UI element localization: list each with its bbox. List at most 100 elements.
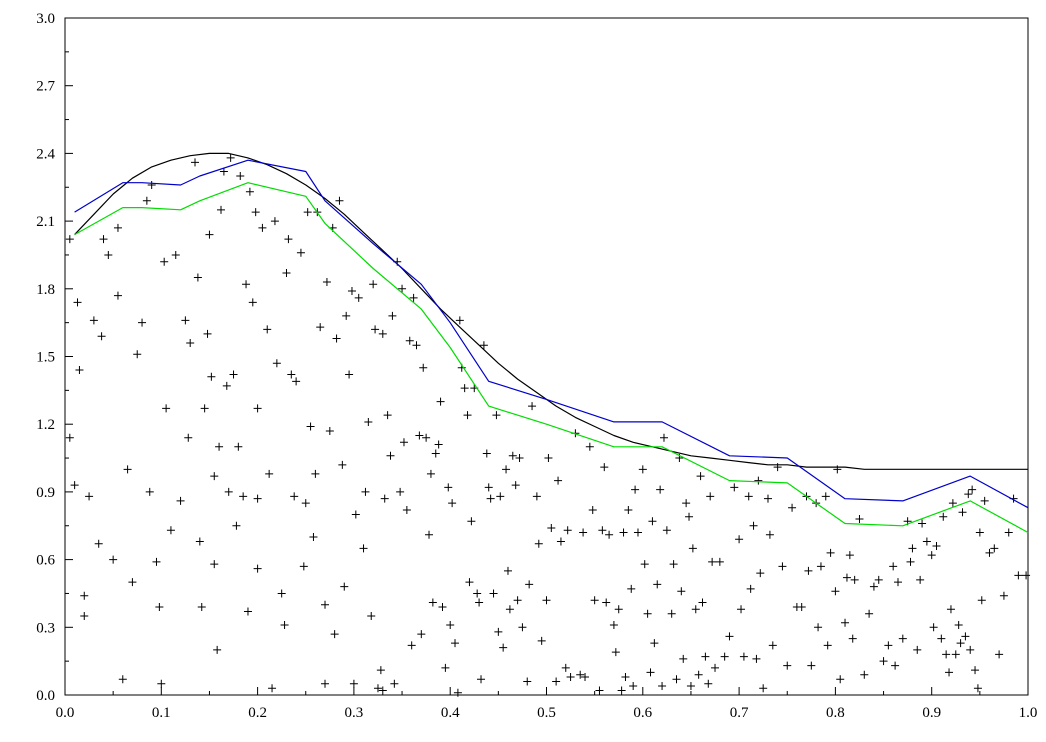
scatter-point bbox=[653, 580, 662, 589]
scatter-point bbox=[455, 316, 464, 325]
scatter-point bbox=[155, 602, 164, 611]
scatter-point bbox=[306, 422, 315, 431]
scatter-point bbox=[566, 672, 575, 681]
scatter-point bbox=[492, 411, 501, 420]
scatter-point bbox=[166, 526, 175, 535]
scatter-point bbox=[667, 609, 676, 618]
scatter-point bbox=[138, 318, 147, 327]
scatter-point bbox=[542, 596, 551, 605]
scatter-point bbox=[75, 366, 84, 375]
scatter-point bbox=[405, 336, 414, 345]
scatter-point bbox=[484, 483, 493, 492]
scatter-point bbox=[330, 630, 339, 639]
scatter-point bbox=[677, 587, 686, 596]
scatter-point bbox=[823, 641, 832, 650]
scatter-point bbox=[669, 560, 678, 569]
scatter-point bbox=[373, 684, 382, 693]
x-tick-label: 0.8 bbox=[826, 705, 845, 721]
scatter-point bbox=[682, 499, 691, 508]
scatter-point bbox=[359, 544, 368, 553]
scatter-point bbox=[544, 454, 553, 463]
scatter-point bbox=[552, 677, 561, 686]
scatter-point bbox=[364, 417, 373, 426]
scatter-point bbox=[611, 648, 620, 657]
scatter-point bbox=[496, 492, 505, 501]
scatter-point bbox=[561, 663, 570, 672]
scatter-point bbox=[508, 451, 517, 460]
scatter-point bbox=[629, 681, 638, 690]
scatter-point bbox=[658, 681, 667, 690]
scatter-point bbox=[744, 492, 753, 501]
scatter-point bbox=[874, 575, 883, 584]
scatter-point bbox=[869, 582, 878, 591]
scatter-point bbox=[248, 298, 257, 307]
scatter-point bbox=[922, 537, 931, 546]
scatter-point bbox=[971, 666, 980, 675]
scatter-point bbox=[973, 684, 982, 693]
scatter-point bbox=[482, 449, 491, 458]
scatter-point bbox=[378, 686, 387, 695]
scatter-point bbox=[688, 544, 697, 553]
scatter-point bbox=[265, 469, 274, 478]
y-tick-label: 0.6 bbox=[36, 553, 55, 569]
scatter-point bbox=[528, 402, 537, 411]
scatter-point bbox=[349, 679, 358, 688]
scatter-point bbox=[210, 560, 219, 569]
x-tick-label: 0.2 bbox=[248, 705, 267, 721]
scatter-point bbox=[65, 433, 74, 442]
scatter-point bbox=[804, 566, 813, 575]
scatter-point bbox=[836, 675, 845, 684]
x-tick-label: 0.1 bbox=[152, 705, 171, 721]
scatter-point bbox=[848, 634, 857, 643]
y-tick-label: 1.8 bbox=[36, 282, 55, 298]
scatter-point bbox=[525, 580, 534, 589]
scatter-point bbox=[113, 223, 122, 232]
scatter-point bbox=[316, 323, 325, 332]
scatter-point bbox=[438, 602, 447, 611]
scatter-point bbox=[860, 670, 869, 679]
scatter-point bbox=[371, 325, 380, 334]
scatter-point bbox=[345, 370, 354, 379]
scatter-point bbox=[783, 661, 792, 670]
scatter-point bbox=[619, 528, 628, 537]
scatter-point bbox=[999, 591, 1008, 600]
scatter-point bbox=[118, 675, 127, 684]
x-axis: 0.0 0.1 0.2 0.3 0.4 0.5 0.6 0.7 0.8 0.9 1.0 bbox=[56, 687, 1037, 721]
scatter-point bbox=[425, 530, 434, 539]
y-tick-label: 2.1 bbox=[36, 214, 55, 230]
scatter-point bbox=[378, 329, 387, 338]
scatter-point bbox=[407, 641, 416, 650]
scatter-point bbox=[181, 316, 190, 325]
scatter-point bbox=[980, 496, 989, 505]
scatter-point bbox=[715, 557, 724, 566]
scatter-point bbox=[752, 654, 761, 663]
scatter-point bbox=[579, 528, 588, 537]
scatter-point bbox=[698, 598, 707, 607]
y-tick-label: 0.9 bbox=[36, 485, 55, 501]
scatter-point bbox=[609, 621, 618, 630]
scatter-point bbox=[422, 433, 431, 442]
scatter-point bbox=[554, 476, 563, 485]
scatter-point bbox=[388, 311, 397, 320]
scatter-point bbox=[203, 329, 212, 338]
scatter-point bbox=[855, 514, 864, 523]
scatter-point bbox=[147, 180, 156, 189]
scatter-point bbox=[309, 533, 318, 542]
scatter-point bbox=[399, 438, 408, 447]
scatter-point bbox=[128, 578, 137, 587]
scatter-point bbox=[563, 526, 572, 535]
scatter-point bbox=[268, 684, 277, 693]
scatter-point bbox=[290, 492, 299, 501]
scatter-point bbox=[581, 672, 590, 681]
scatter-point bbox=[701, 652, 710, 661]
scatter-point bbox=[939, 512, 948, 521]
scatter-point bbox=[505, 605, 514, 614]
scatter-point bbox=[402, 505, 411, 514]
scatter-point bbox=[958, 508, 967, 517]
scatter-point bbox=[234, 442, 243, 451]
scatter-point bbox=[287, 370, 296, 379]
scatter-point bbox=[977, 596, 986, 605]
x-tick-label: 0.6 bbox=[633, 705, 652, 721]
y-tick-label: 1.2 bbox=[36, 417, 55, 433]
